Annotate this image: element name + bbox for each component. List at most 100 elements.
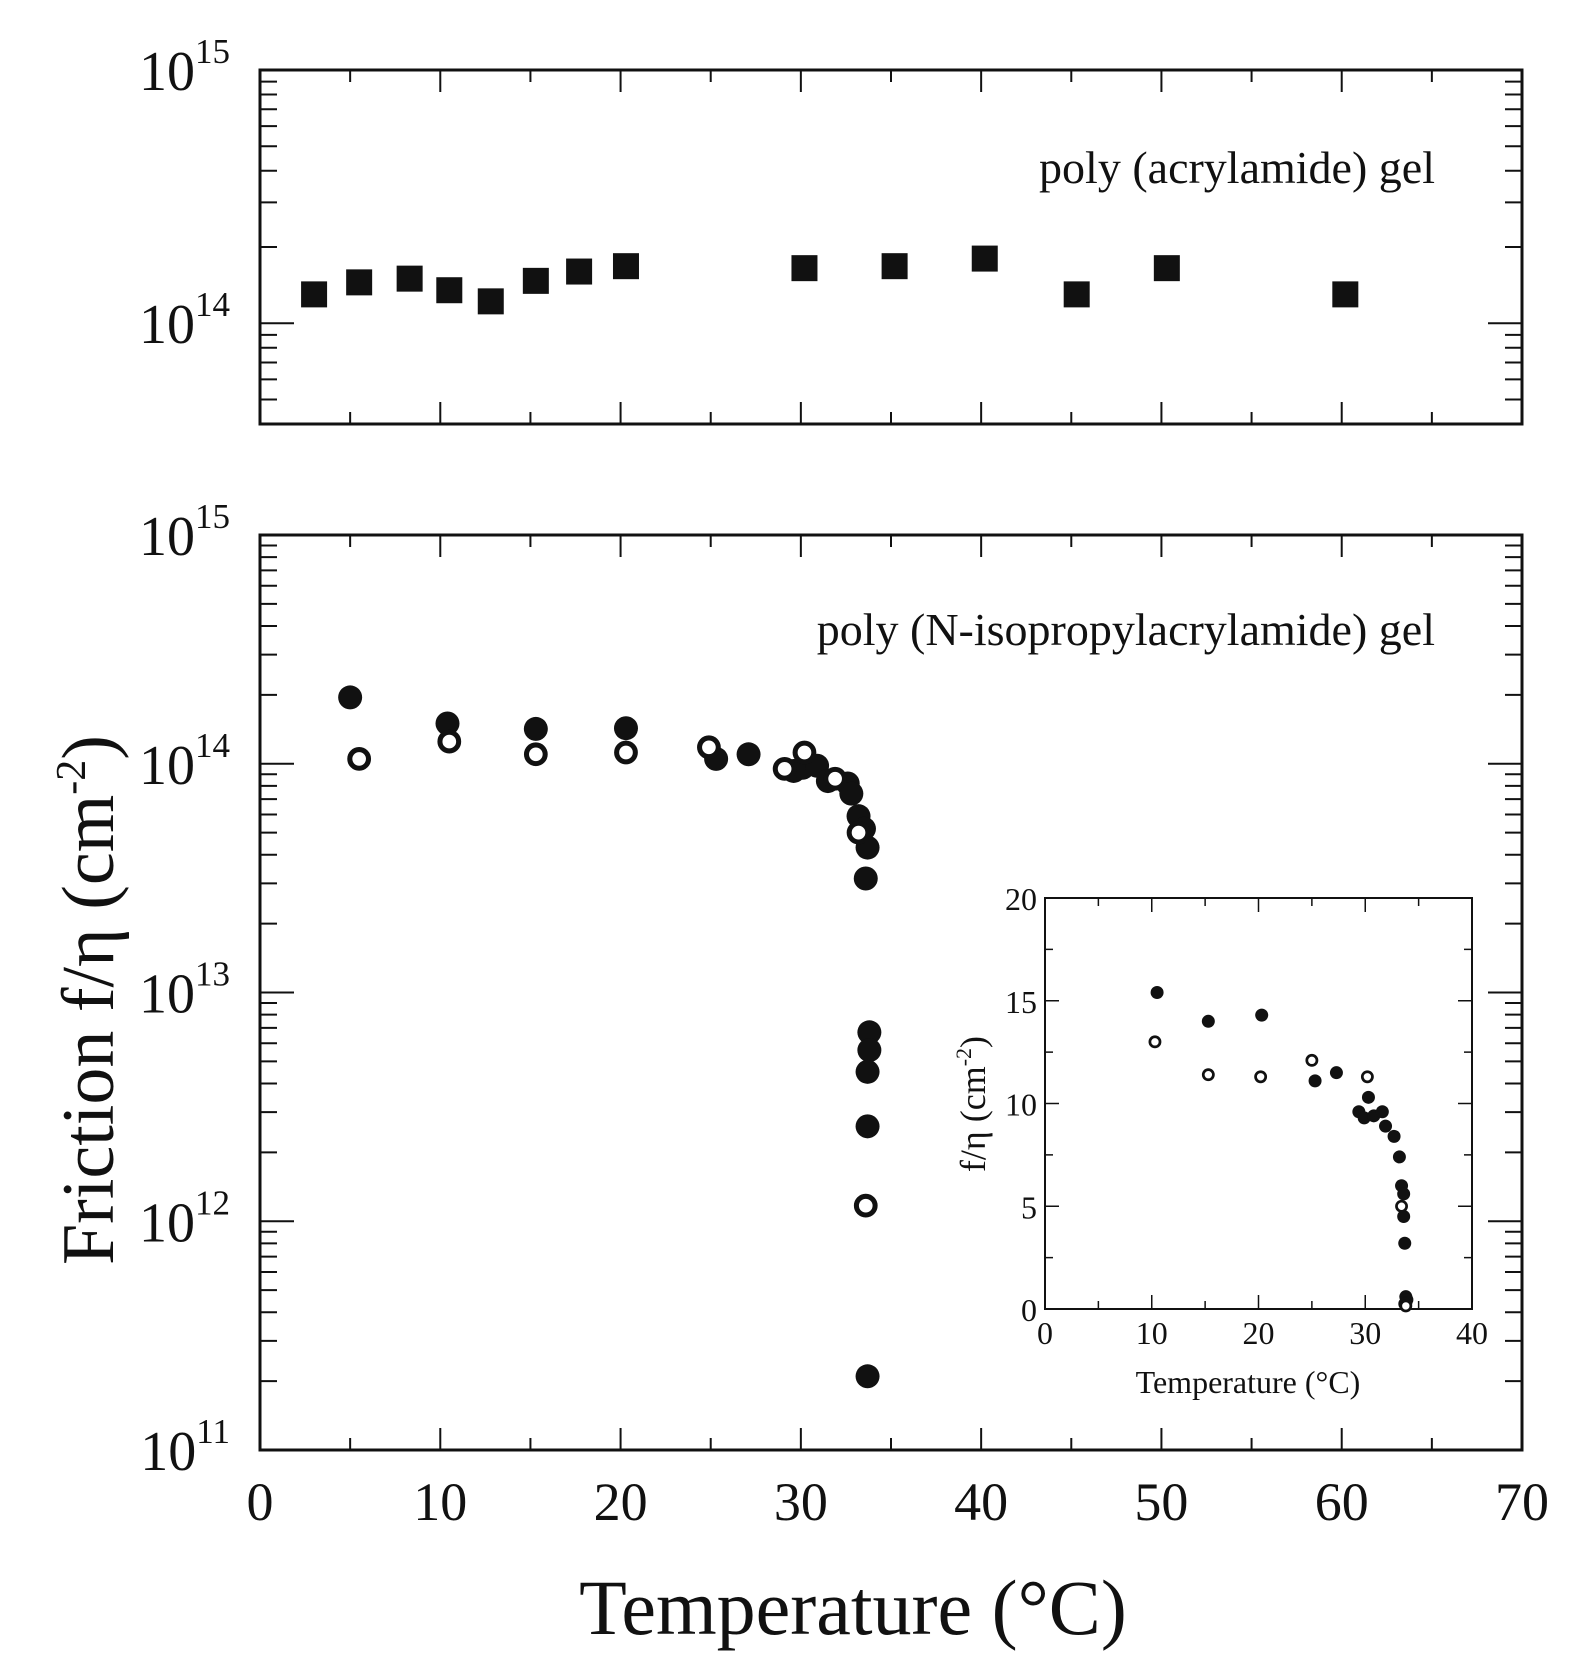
bottom-filled-circle-marker [736, 742, 761, 767]
bottom-open-circle-marker [846, 820, 871, 845]
bottom-ytick-label: 1012 [139, 1183, 230, 1254]
inset-filled-circle-marker [1201, 1014, 1215, 1028]
inset-filled-circle-marker [1375, 1105, 1389, 1119]
bottom-ytick-label: 1014 [139, 726, 230, 797]
inset-x-axis-title: Temperature (°C) [1136, 1364, 1361, 1400]
inset-filled-circle-marker [1397, 1210, 1411, 1224]
bottom-ytick-label-exponent: 14 [195, 726, 230, 765]
top-series-markers [301, 245, 1359, 315]
inset-y-axis-title-main: f/η (cm [953, 1066, 993, 1172]
top-square-marker [881, 253, 908, 280]
bottom-open-circle-marker [823, 766, 847, 791]
inset-y-axis-title-exponent: -2 [951, 1048, 976, 1066]
bottom-y-axis-title-exponent: -2 [49, 760, 95, 795]
top-square-marker [1153, 255, 1180, 282]
top-ytick-label-exponent: 15 [195, 32, 230, 71]
bottom-ytick-label: 1015 [139, 497, 230, 568]
inset-open-circle-marker [1395, 1199, 1408, 1213]
bottom-xtick-label: 70 [1495, 1472, 1549, 1532]
top-ytick-label: 1015 [139, 32, 230, 103]
bottom-y-axis-title-close: ) [48, 735, 130, 760]
bottom-filled-circle-marker [857, 1020, 882, 1045]
bottom-ytick-label-base: 10 [139, 964, 195, 1026]
top-square-marker [971, 245, 998, 272]
inset-panel: 0 5 10 15 20 0 10 20 30 40 Temperature (°C) f/η … [951, 881, 1488, 1400]
inset-series-markers [1148, 986, 1414, 1313]
top-square-marker [346, 269, 373, 296]
bottom-filled-circle-marker [435, 711, 460, 736]
bottom-open-circle-marker [772, 756, 797, 781]
bottom-filled-circle-marker [338, 685, 363, 710]
bottom-open-circle-marker [347, 747, 372, 771]
bottom-annotation: poly (N-isopropylacrylamide) gel [817, 604, 1435, 655]
bottom-ytick-label-base: 10 [139, 506, 195, 568]
top-square-marker [301, 281, 328, 308]
bottom-ytick-label-exponent: 15 [195, 497, 230, 536]
bottom-series-markers [338, 685, 882, 1389]
inset-ytick-label: 0 [1021, 1292, 1037, 1328]
bottom-open-circle-marker [853, 1193, 878, 1218]
top-ytick-label-base: 10 [139, 294, 195, 356]
bottom-x-tick-labels: 0 10 20 30 40 50 60 70 [247, 1472, 1550, 1532]
top-square-marker [791, 255, 818, 282]
inset-open-circle-marker [1360, 1070, 1374, 1084]
bottom-ytick-label-base: 10 [140, 1421, 196, 1483]
bottom-filled-circle-marker [613, 716, 638, 741]
bottom-xtick-label: 20 [594, 1472, 648, 1532]
bottom-ytick-label-exponent: 12 [195, 1183, 230, 1222]
inset-open-circle-marker [1305, 1053, 1319, 1067]
top-square-marker [1063, 281, 1090, 308]
top-ytick-label: 1014 [139, 285, 230, 356]
top-annotation: poly (acrylamide) gel [1039, 142, 1435, 193]
bottom-ytick-label: 1013 [139, 955, 230, 1026]
bottom-filled-circle-marker [853, 866, 878, 891]
inset-filled-circle-marker [1379, 1119, 1393, 1133]
top-plot-frame [258, 68, 1524, 426]
bottom-ytick-label-exponent: 11 [196, 1412, 230, 1451]
bottom-filled-circle-marker [839, 781, 864, 806]
bottom-xtick-label: 60 [1315, 1472, 1369, 1532]
top-square-marker [396, 265, 423, 292]
inset-filled-circle-marker [1387, 1129, 1401, 1143]
bottom-xtick-label: 0 [247, 1472, 274, 1532]
inset-plot-frame [1044, 897, 1473, 1310]
inset-y-axis-title-close: ) [953, 1036, 993, 1048]
inset-filled-circle-marker [1255, 1008, 1269, 1022]
inset-filled-circle-marker [1361, 1090, 1375, 1104]
top-square-marker [477, 288, 504, 315]
inset-filled-circle-marker [1329, 1066, 1343, 1080]
top-square-marker [522, 267, 549, 294]
inset-y-axis-title: f/η (cm-2) [951, 1036, 993, 1172]
inset-open-circle-marker [1254, 1070, 1268, 1084]
bottom-y-axis-title: Friction f/η (cm-2) [48, 735, 130, 1265]
inset-y-tick-labels: 0 5 10 15 20 [1005, 881, 1037, 1328]
bottom-xtick-label: 50 [1134, 1472, 1188, 1532]
bottom-filled-circle-marker [523, 716, 548, 741]
bottom-axis-ticks [259, 534, 1523, 1451]
inset-ytick-label: 5 [1021, 1189, 1037, 1225]
bottom-xtick-label: 30 [774, 1472, 828, 1532]
inset-open-circle-marker [1399, 1299, 1413, 1313]
top-square-marker [612, 253, 639, 280]
bottom-x-axis-title: Temperature (°C) [579, 1564, 1127, 1651]
bottom-open-circle-marker [614, 740, 638, 765]
inset-ytick-label: 20 [1005, 881, 1037, 917]
bottom-y-axis-title-main: Friction f/η (cm [48, 795, 130, 1265]
top-square-marker [436, 277, 463, 304]
bottom-ytick-label-base: 10 [139, 1192, 195, 1254]
bottom-open-circle-marker [792, 740, 817, 765]
bottom-xtick-label: 40 [954, 1472, 1008, 1532]
bottom-open-circle-marker [697, 735, 721, 760]
inset-filled-circle-marker [1308, 1074, 1322, 1088]
inset-filled-circle-marker [1397, 1187, 1411, 1201]
inset-xtick-label: 30 [1349, 1315, 1381, 1351]
top-ytick-label-base: 10 [139, 41, 195, 103]
inset-filled-circle-marker [1392, 1150, 1406, 1164]
inset-open-circle-marker [1201, 1068, 1215, 1082]
